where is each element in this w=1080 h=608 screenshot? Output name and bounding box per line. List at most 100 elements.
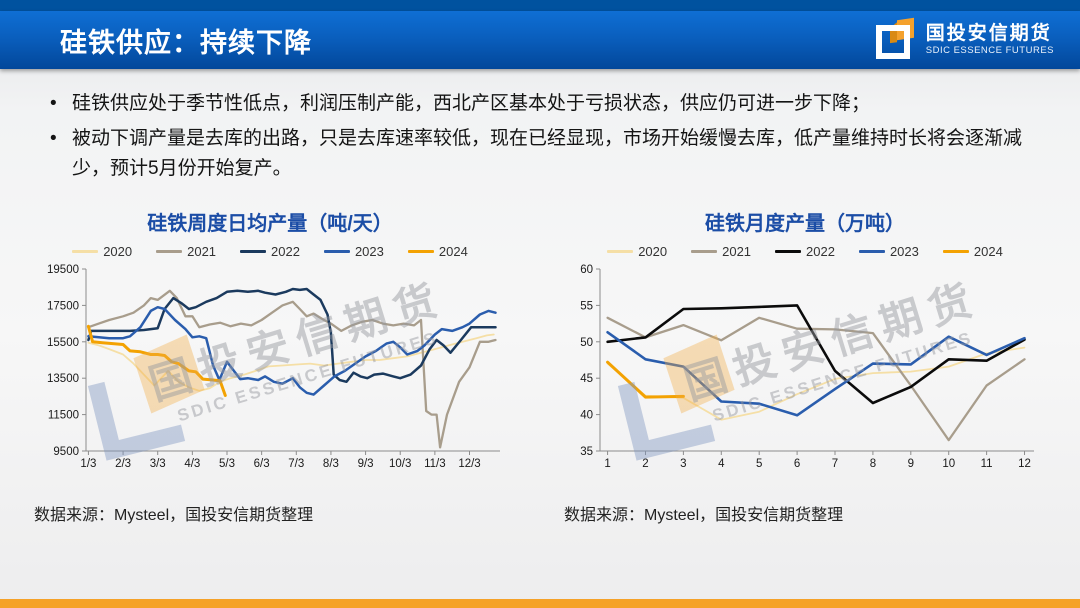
legend-item-2022: 2022 — [775, 244, 835, 259]
legend-swatch — [72, 250, 99, 254]
top-strip — [0, 0, 1080, 11]
x-tick-label: 12 — [1018, 458, 1031, 470]
chart-plot-area: 国投安信期货 SDIC ESSENCE FUTURES 35 40 45 50 55 60… — [560, 261, 1050, 477]
series-line-2023 — [606, 331, 1026, 417]
series-line-2024 — [606, 361, 685, 399]
series-line-2022 — [87, 288, 497, 384]
chart-weekly-production: 硅铁周度日均产量（吨/天） 2020 2021 2022 2023 2024 国投安信期… — [30, 207, 510, 525]
brand-name: 国投安信期货 — [925, 23, 1052, 45]
legend-swatch — [323, 250, 350, 254]
legend-label: 2024 — [973, 244, 1003, 260]
title-bar: 硅铁供应：持续下降 国投安信期货 SDIC ESSENCE FUTURES — [0, 11, 1080, 69]
series-line-2023 — [87, 306, 497, 397]
x-tick-label: 10 — [942, 458, 955, 470]
legend-label: 2022 — [271, 244, 300, 260]
series-line-2020 — [87, 333, 495, 393]
y-tick-label: 17500 — [47, 301, 79, 313]
legend-swatch — [156, 250, 183, 254]
source-note: 数据来源：Mysteel，国投安信期货整理 — [34, 507, 314, 525]
y-tick-label: 9500 — [53, 446, 79, 458]
x-tick-label: 11/3 — [424, 458, 446, 470]
series-line-2022 — [606, 304, 1026, 405]
legend-label: 2024 — [438, 244, 468, 260]
x-tick-label: 5 — [756, 458, 762, 470]
legend-item-2024: 2024 — [407, 244, 468, 260]
x-tick-label: 12/3 — [458, 458, 480, 470]
legend-label: 2022 — [806, 244, 835, 260]
brand-subtitle: SDIC ESSENCE FUTURES — [925, 44, 1054, 56]
x-tick-label: 8 — [870, 458, 876, 470]
legend-label: 2021 — [722, 244, 752, 260]
legend-label: 2020 — [103, 244, 133, 260]
x-tick-label: 1 — [604, 458, 610, 470]
source-note: 数据来源：Mysteel，国投安信期货整理 — [564, 507, 844, 525]
x-tick-label: 4 — [718, 458, 725, 470]
series-line-2021 — [87, 289, 497, 449]
x-tick-label: 2/3 — [115, 458, 131, 470]
x-tick-label: 7 — [832, 458, 838, 470]
legend-swatch — [858, 250, 885, 254]
legend-item-2021: 2021 — [691, 244, 751, 259]
x-tick-label: 11 — [981, 458, 993, 470]
legend-label: 2023 — [889, 244, 919, 260]
legend-item-2021: 2021 — [156, 244, 216, 259]
x-tick-label: 9/3 — [358, 458, 374, 470]
y-tick-label: 55 — [580, 301, 593, 313]
x-tick-label: 7/3 — [288, 458, 304, 470]
y-tick-label: 19500 — [47, 264, 79, 276]
chart-legend: 2020 2021 2022 2023 2024 — [30, 244, 510, 259]
legend-label: 2020 — [638, 244, 668, 260]
legend-label: 2023 — [354, 244, 384, 260]
legend-swatch — [407, 250, 434, 254]
chart-plot-area: 国投安信期货 SDIC ESSENCE FUTURES 9500 11500 135… — [30, 261, 510, 477]
y-tick-label: 50 — [580, 337, 593, 349]
y-tick-label: 60 — [580, 264, 593, 276]
series-line-2024 — [86, 325, 227, 398]
x-tick-label: 9 — [908, 458, 914, 470]
legend-label: 2021 — [187, 244, 217, 260]
y-tick-label: 45 — [580, 374, 593, 386]
y-tick-label: 15500 — [47, 337, 79, 349]
chart-monthly-production: 硅铁月度产量（万吨） 2020 2021 2022 2023 2024 国投安信期货 S… — [560, 207, 1050, 525]
x-tick-label: 3/3 — [150, 458, 166, 470]
x-tick-label: 4/3 — [184, 458, 200, 470]
legend-swatch — [240, 250, 267, 254]
charts-row: 硅铁周度日均产量（吨/天） 2020 2021 2022 2023 2024 国投安信期… — [0, 207, 1080, 525]
chart-title: 硅铁周度日均产量（吨/天） — [147, 213, 393, 236]
x-tick-label: 2 — [642, 458, 648, 470]
legend-item-2023: 2023 — [858, 244, 919, 260]
page-title: 硅铁供应：持续下降 — [60, 27, 312, 58]
chart-title: 硅铁月度产量（万吨） — [705, 213, 905, 236]
y-tick-label: 35 — [580, 446, 593, 458]
bullet-item: 硅铁供应处于季节性低点，利润压制产能，西北产区基本处于亏损状态，供应仍可进一步下… — [48, 89, 1050, 119]
logo-square-icon — [875, 25, 910, 59]
series-line-2021 — [606, 316, 1026, 442]
legend-swatch — [691, 250, 718, 254]
brand-logo: 国投安信期货 SDIC ESSENCE FUTURES — [874, 17, 1054, 61]
legend-item-2023: 2023 — [323, 244, 384, 260]
bullet-list: 硅铁供应处于季节性低点，利润压制产能，西北产区基本处于亏损状态，供应仍可进一步下… — [48, 89, 1050, 183]
legend-swatch — [607, 250, 634, 254]
bullet-item: 被动下调产量是去库的出路，只是去库速率较低，现在已经显现，市场开始缓慢去库，低产… — [48, 124, 1050, 183]
y-tick-label: 40 — [580, 410, 593, 422]
y-tick-label: 11500 — [48, 410, 79, 422]
brand-logo-icon — [874, 17, 916, 61]
series-line-2020 — [606, 347, 1026, 421]
x-tick-label: 8/3 — [323, 458, 339, 470]
legend-swatch — [775, 250, 802, 254]
x-tick-label: 1/3 — [80, 458, 96, 470]
legend-item-2020: 2020 — [607, 244, 667, 259]
bottom-accent-bar — [0, 599, 1080, 608]
legend-item-2024: 2024 — [942, 244, 1003, 260]
x-tick-label: 10/3 — [389, 458, 411, 470]
legend-item-2020: 2020 — [72, 244, 132, 259]
x-tick-label: 6 — [794, 458, 800, 470]
legend-item-2022: 2022 — [240, 244, 300, 259]
y-tick-label: 13500 — [47, 374, 79, 386]
x-tick-label: 5/3 — [219, 458, 235, 470]
x-tick-label: 3 — [680, 458, 686, 470]
legend-swatch — [942, 250, 969, 254]
chart-svg: 9500 11500 13500 15500 17500 19500 1/3 2/3 3/3 4/… — [47, 264, 500, 470]
